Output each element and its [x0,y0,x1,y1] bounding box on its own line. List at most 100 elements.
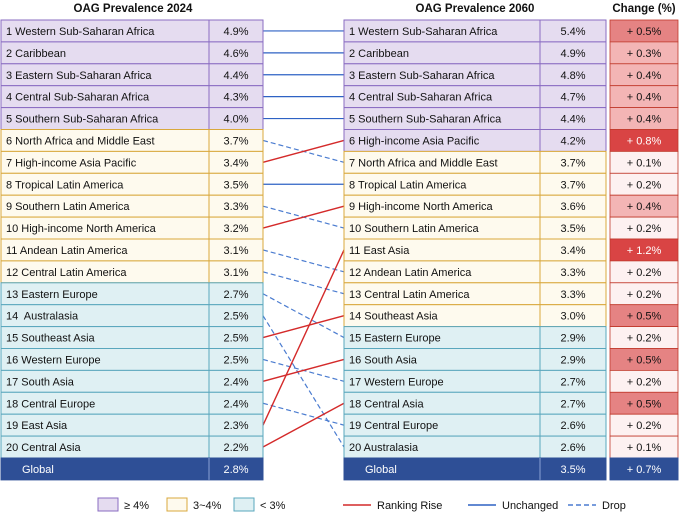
change-cell: + 0.5% [609,304,679,328]
right-row-label: 10 Southern Latin America [349,223,480,235]
change-cell: + 0.1% [609,435,679,459]
left-row-value: 3.3% [223,201,248,213]
right-row-value: 4.7% [560,92,585,104]
left-row-value: 2.5% [223,311,248,323]
left-row-label: 3 Eastern Sub-Saharan Africa [6,70,152,82]
left-row: 3 Eastern Sub-Saharan Africa 4.4% [0,63,264,87]
right-row-label: 19 Central Europe [349,420,438,432]
left-row-label: 8 Tropical Latin America [6,179,124,191]
left-row-value: 3.1% [223,245,248,257]
left-table-2024: 1 Western Sub-Saharan Africa 4.9% 2 Caribb… [0,19,264,481]
legend-tier-mid: 3~4% [166,497,222,512]
right-row-value: 3.3% [560,267,585,279]
legend: ≥ 4% 3~4% < 3% Ranking Rise Unchanged Drop [97,497,626,512]
right-row-label: 6 High-income Asia Pacific [349,135,480,147]
left-row: 19 East Asia 2.3% [0,413,264,437]
left-global-cell [0,457,264,481]
change-cell: + 0.4% [609,85,679,108]
right-row: 9 High-income North America 3.6% [343,194,607,218]
left-row-value: 4.4% [223,70,248,82]
legend-line-label: Ranking Rise [377,500,442,512]
right-row-label: 2 Caribbean [349,48,409,60]
right-row-value: 3.0% [560,311,585,323]
left-global-label: Global [22,464,54,476]
change-cell: + 0.4% [609,63,679,87]
link-drop [262,293,345,339]
left-row-value: 2.5% [223,354,248,366]
left-row: 15 Southeast Asia 2.5% [0,326,264,350]
rank-links [262,30,345,448]
change-cell-value: + 0.4% [627,70,662,82]
left-row-value: 3.5% [223,179,248,191]
change-cell-value: + 0.1% [627,157,662,169]
right-row-value: 3.5% [560,223,585,235]
right-row: 20 Australasia 2.6% [343,435,607,459]
left-row: 7 High-income Asia Pacific 3.4% [0,150,264,174]
left-row-label: 19 East Asia [6,420,68,432]
left-row-value: 3.2% [223,223,248,235]
right-row-label: 12 Andean Latin America [349,267,472,279]
left-row-value: 2.4% [223,376,248,388]
right-row: 1 Western Sub-Saharan Africa 5.4% [343,19,607,43]
link-rise [262,139,345,164]
right-row-value: 4.9% [560,48,585,60]
right-row-label: 15 Eastern Europe [349,333,441,345]
link-drop [262,402,345,426]
left-row-label: 10 High-income North America [6,223,157,235]
right-row-label: 8 Tropical Latin America [349,179,467,191]
right-row-label: 1 Western Sub-Saharan Africa [349,26,498,38]
change-cell-value: + 0.2% [627,223,662,235]
left-row-label: 7 High-income Asia Pacific [6,157,137,169]
change-cell-value: + 0.1% [627,442,662,454]
right-row-label: 20 Australasia [349,442,419,454]
right-row-value: 3.3% [560,289,585,301]
left-row-value: 3.7% [223,135,248,147]
right-row-label: 14 Southeast Asia [349,311,439,323]
legend-tier-label: ≥ 4% [124,500,149,512]
change-cell-value: + 0.5% [627,26,662,38]
right-row-value: 2.9% [560,333,585,345]
legend-swatch [97,497,119,512]
left-row: 5 Southern Sub-Saharan Africa 4.0% [0,107,264,130]
left-row: 10 High-income North America 3.2% [0,216,264,240]
left-row-value: 4.9% [223,26,248,38]
left-row-label: 1 Western Sub-Saharan Africa [6,26,155,38]
change-cell: + 0.1% [609,150,679,174]
change-cell: + 0.4% [609,107,679,130]
change-cell-value: + 0.2% [627,289,662,301]
left-row: 13 Eastern Europe 2.7% [0,282,264,306]
right-row-label: 7 North Africa and Middle East [349,157,498,169]
right-global-label: Global [365,464,397,476]
left-row-value: 3.4% [223,157,248,169]
change-cell: + 0.5% [609,348,679,371]
change-cell-value: + 0.2% [627,267,662,279]
left-row: 2 Caribbean 4.6% [0,41,264,65]
right-global-value: 3.5% [560,464,585,476]
change-cell-value: + 0.4% [627,92,662,104]
right-row: 15 Eastern Europe 2.9% [343,326,607,350]
change-cell-value: + 0.5% [627,398,662,410]
change-cell-value: + 0.3% [627,48,662,60]
legend-swatch [166,497,188,512]
left-row-value: 4.3% [223,92,248,104]
right-row-value: 2.6% [560,420,585,432]
left-row-label: 9 Southern Latin America [6,201,130,213]
left-row-label: 12 Central Latin America [6,267,127,279]
link-rise [262,402,345,448]
change-cell: + 1.2% [609,238,679,262]
left-row: 4 Central Sub-Saharan Africa 4.3% [0,85,264,109]
left-row-value: 2.5% [223,333,248,345]
link-rise [262,358,345,383]
change-cell: + 0.2% [609,260,679,284]
left-row-label: 16 Western Europe [6,354,101,366]
left-global-row: Global 2.8% [0,457,264,481]
change-cell: + 0.3% [609,41,679,65]
legend-line-unchanged: Unchanged [468,500,558,512]
right-row: 3 Eastern Sub-Saharan Africa 4.8% [343,63,607,87]
left-row-value: 4.6% [223,48,248,60]
right-row: 4 Central Sub-Saharan Africa 4.7% [343,85,607,109]
change-cell: + 0.2% [609,216,679,240]
right-row: 18 Central Asia 2.7% [343,391,607,415]
right-row-label: 4 Central Sub-Saharan Africa [349,92,493,104]
left-row: 14 Australasia 2.5% [0,304,264,328]
